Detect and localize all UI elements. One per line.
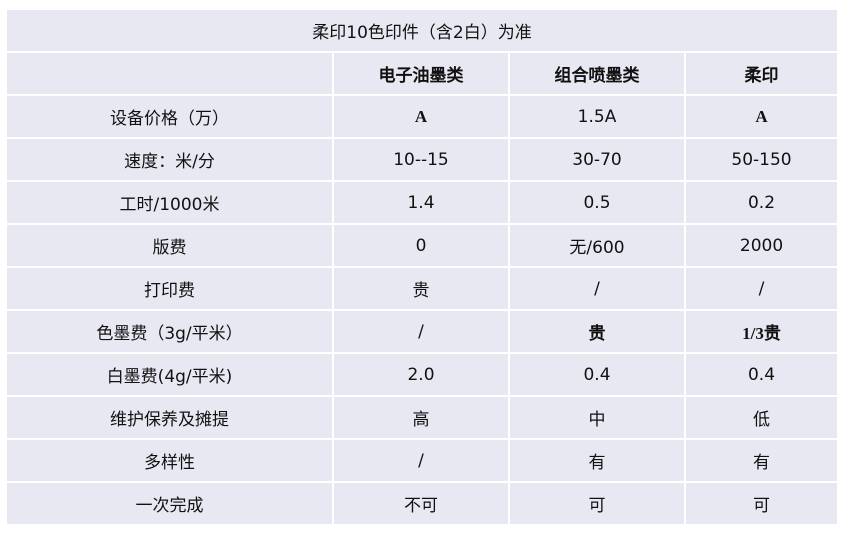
table-cell: 不可	[334, 483, 508, 524]
table-cell: /	[510, 268, 684, 309]
table-row: 白墨费(4g/平米) 2.0 0.4 0.4	[7, 354, 838, 395]
column-header-electronic-ink: 电子油墨类	[334, 53, 508, 94]
row-label: 速度：米/分	[7, 139, 332, 180]
table-cell: 0	[334, 225, 508, 266]
table-cell: 有	[686, 440, 838, 481]
table-row: 色墨费（3g/平米） / 贵 1/3贵	[7, 311, 838, 352]
table-cell: /	[334, 440, 508, 481]
table-cell: 贵	[510, 311, 684, 352]
column-header-combined-inkjet: 组合喷墨类	[510, 53, 684, 94]
table-cell: 2000	[686, 225, 838, 266]
table-title: 柔印10色印件（含2白）为准	[7, 10, 838, 51]
header-row: 电子油墨类 组合喷墨类 柔印	[7, 53, 838, 94]
table-cell: 50-150	[686, 139, 838, 180]
table-cell: 可	[510, 483, 684, 524]
table-row: 设备价格（万） A 1.5A A	[7, 96, 838, 137]
table-cell: 0.4	[510, 354, 684, 395]
row-label: 白墨费(4g/平米)	[7, 354, 332, 395]
row-label: 色墨费（3g/平米）	[7, 311, 332, 352]
table-cell: 2.0	[334, 354, 508, 395]
table-cell: 贵	[334, 268, 508, 309]
row-label: 版费	[7, 225, 332, 266]
row-label: 工时/1000米	[7, 182, 332, 223]
column-header-empty	[7, 53, 332, 94]
title-row: 柔印10色印件（含2白）为准	[7, 10, 838, 51]
row-label: 设备价格（万）	[7, 96, 332, 137]
table-cell: /	[686, 268, 838, 309]
column-header-flexo: 柔印	[686, 53, 838, 94]
table-cell: 中	[510, 397, 684, 438]
table-row: 打印费贵 / /	[7, 268, 838, 309]
table-row: 维护保养及摊提高中低	[7, 397, 838, 438]
table-cell: 1.4	[334, 182, 508, 223]
table-row: 版费 0 无/600 2000	[7, 225, 838, 266]
table-cell: /	[334, 311, 508, 352]
table-cell: 0.5	[510, 182, 684, 223]
table-cell: 0.4	[686, 354, 838, 395]
table-cell: A	[334, 96, 508, 137]
comparison-table: 柔印10色印件（含2白）为准 电子油墨类 组合喷墨类 柔印 设备价格（万） A 1.…	[5, 8, 840, 526]
table-cell: 低	[686, 397, 838, 438]
row-label: 维护保养及摊提	[7, 397, 332, 438]
table-cell: 有	[510, 440, 684, 481]
row-label: 一次完成	[7, 483, 332, 524]
table-row: 速度：米/分 10--15 30-70 50-150	[7, 139, 838, 180]
table-cell: 1.5A	[510, 96, 684, 137]
table-row: 一次完成 不可可可	[7, 483, 838, 524]
table-cell: 可	[686, 483, 838, 524]
table-cell: 1/3贵	[686, 311, 838, 352]
table-cell: 10--15	[334, 139, 508, 180]
table-cell: 30-70	[510, 139, 684, 180]
table-cell: 0.2	[686, 182, 838, 223]
table-cell: 高	[334, 397, 508, 438]
table-cell: 无/600	[510, 225, 684, 266]
row-label: 打印费	[7, 268, 332, 309]
row-label: 多样性	[7, 440, 332, 481]
table-cell: A	[686, 96, 838, 137]
table-row: 多样性 / 有有	[7, 440, 838, 481]
table-row: 工时/1000米 1.4 0.5 0.2	[7, 182, 838, 223]
